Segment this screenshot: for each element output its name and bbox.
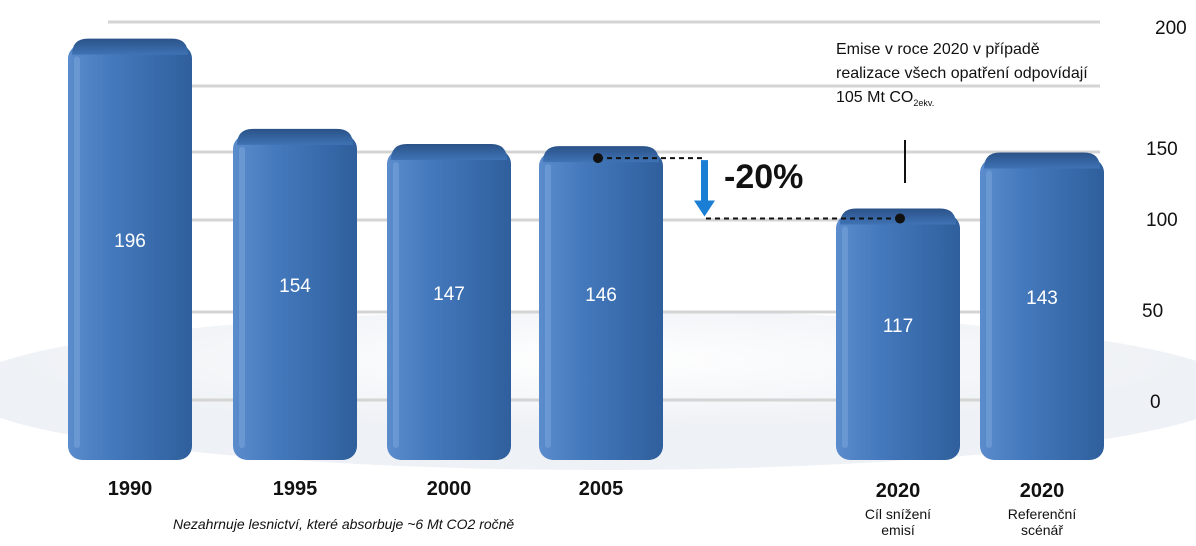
bar [233, 128, 357, 460]
x-tick-label: 2020 [1019, 480, 1065, 502]
x-tick-label: 2000 [426, 478, 472, 500]
bar-body [387, 149, 511, 460]
annotation-note-line3-main: 105 Mt CO [836, 89, 914, 106]
annotation-note-line3-sub: 2ekv. [913, 98, 935, 109]
bar-top [237, 128, 353, 145]
bar-body [68, 44, 192, 460]
y-tick-label: 50 [1142, 301, 1164, 322]
value-label: 196 [114, 231, 146, 253]
bar-highlight [393, 161, 399, 448]
y-tick-label: 150 [1146, 139, 1178, 160]
bar-body [539, 152, 663, 460]
bar-top [391, 143, 507, 160]
value-label: 154 [279, 276, 311, 298]
bar-highlight [545, 164, 551, 448]
bar [387, 143, 511, 460]
value-label: 146 [585, 285, 617, 307]
x-tick-label: 2020 [875, 480, 921, 502]
x-tick-label: 1990 [107, 478, 153, 500]
footnote: Nezahrnuje lesnictví, které absorbuje ~6… [173, 516, 515, 532]
x-tick-label: 2005 [578, 478, 624, 500]
x-tick-label: 1995 [272, 478, 318, 500]
bar-body [233, 134, 357, 460]
bar [68, 38, 192, 460]
bar-body [836, 214, 960, 460]
value-label: 143 [1026, 288, 1058, 310]
bar-top [72, 38, 188, 55]
reduction-label: -20% [724, 158, 804, 196]
bar [980, 152, 1104, 461]
bar-body [980, 158, 1104, 461]
annotation-note: Emise v roce 2020 v případě realizace vš… [836, 38, 1088, 115]
y-tick-label: 100 [1146, 210, 1178, 231]
annotation-note-line1: Emise v roce 2020 v případě [836, 41, 1040, 58]
bar-highlight [842, 226, 848, 448]
bar-highlight [239, 146, 245, 448]
value-label: 117 [882, 316, 914, 338]
down-arrow-shaft [701, 160, 708, 203]
bar-highlight [74, 56, 80, 448]
bar-highlight [986, 170, 992, 449]
marker-dot-2020 [895, 213, 905, 224]
x-tick-sublabel: Referenční scénář [1007, 506, 1077, 538]
marker-dot-2005 [593, 153, 603, 164]
annotation-note-line3: 105 Mt CO2ekv. [836, 86, 1088, 115]
y-tick-label: 0 [1150, 392, 1161, 413]
bar-top [984, 152, 1100, 169]
annotation-note-line2: realizace všech opatření odpovídají [836, 65, 1088, 82]
value-label: 147 [433, 283, 465, 305]
x-tick-sublabel: Cíl snížení emisí [864, 506, 932, 538]
y-tick-label: 200 [1155, 18, 1187, 39]
down-arrow-head [694, 200, 715, 217]
